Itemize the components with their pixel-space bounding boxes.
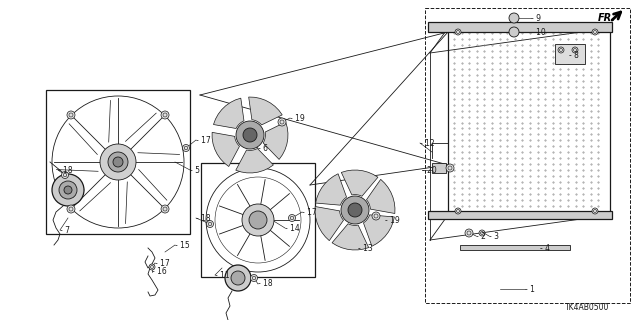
Bar	[451, 31, 607, 212]
Circle shape	[100, 144, 136, 180]
Polygon shape	[332, 224, 369, 250]
Text: - 12: - 12	[420, 139, 435, 148]
Circle shape	[509, 27, 519, 37]
Text: FR.: FR.	[598, 13, 616, 23]
Circle shape	[572, 47, 578, 53]
Circle shape	[108, 152, 128, 172]
Circle shape	[341, 196, 369, 224]
Circle shape	[113, 157, 123, 167]
Text: - 4: - 4	[540, 244, 550, 252]
Circle shape	[509, 13, 519, 23]
Text: - 14: - 14	[285, 223, 300, 233]
Bar	[428, 211, 612, 219]
Bar	[428, 22, 612, 32]
Text: - 17: - 17	[155, 259, 170, 268]
Text: - 6: - 6	[258, 143, 268, 153]
Polygon shape	[249, 97, 282, 125]
Circle shape	[52, 174, 84, 206]
Text: - 9: - 9	[531, 13, 541, 22]
Circle shape	[455, 29, 461, 35]
Text: - 18: - 18	[58, 165, 72, 174]
Circle shape	[236, 121, 264, 149]
Circle shape	[225, 265, 251, 291]
Text: - 7: - 7	[60, 226, 70, 235]
Text: - 17: - 17	[302, 207, 317, 217]
Polygon shape	[212, 132, 239, 166]
Bar	[432, 163, 446, 173]
Circle shape	[558, 47, 564, 53]
Bar	[46, 90, 190, 234]
Circle shape	[278, 118, 286, 126]
Text: - 13: - 13	[358, 244, 372, 252]
Circle shape	[465, 229, 473, 237]
Text: - 11: - 11	[215, 270, 230, 279]
Circle shape	[182, 145, 189, 151]
Text: - 2: - 2	[476, 231, 486, 241]
Circle shape	[592, 29, 598, 35]
Text: - 19: - 19	[385, 215, 400, 225]
Circle shape	[348, 203, 362, 217]
Circle shape	[161, 111, 169, 119]
Bar	[425, 8, 630, 303]
Text: - 1: - 1	[525, 284, 535, 293]
Circle shape	[249, 211, 267, 229]
Text: - 20: - 20	[422, 165, 436, 174]
Circle shape	[64, 186, 72, 194]
Text: - 18: - 18	[196, 213, 211, 222]
Text: TK4AB0500: TK4AB0500	[565, 303, 609, 312]
Text: - 3: - 3	[489, 231, 499, 241]
Circle shape	[243, 128, 257, 142]
Circle shape	[250, 275, 257, 282]
Circle shape	[67, 111, 75, 119]
Circle shape	[372, 212, 380, 220]
Polygon shape	[364, 215, 394, 246]
Text: - 5: - 5	[190, 165, 200, 174]
Polygon shape	[315, 206, 344, 241]
Circle shape	[592, 208, 598, 214]
Text: - 15: - 15	[175, 241, 189, 250]
Polygon shape	[236, 148, 273, 173]
Circle shape	[149, 264, 155, 270]
Bar	[460, 245, 570, 250]
Circle shape	[207, 220, 214, 228]
Polygon shape	[214, 98, 244, 129]
Polygon shape	[341, 170, 378, 196]
Bar	[201, 163, 315, 277]
Polygon shape	[263, 122, 288, 159]
Circle shape	[479, 230, 485, 236]
Circle shape	[67, 205, 75, 213]
Text: - 16: - 16	[152, 268, 167, 276]
Circle shape	[455, 208, 461, 214]
Text: - 18: - 18	[258, 279, 273, 289]
Text: - 19: - 19	[290, 114, 305, 123]
Polygon shape	[367, 179, 395, 213]
Circle shape	[446, 164, 454, 172]
Polygon shape	[316, 174, 346, 205]
Circle shape	[242, 204, 274, 236]
Circle shape	[59, 181, 77, 199]
Circle shape	[289, 214, 296, 221]
Circle shape	[61, 172, 68, 179]
Text: - 8: - 8	[569, 51, 579, 60]
Text: - 10: - 10	[531, 28, 546, 36]
Text: - 17: - 17	[196, 135, 211, 145]
Circle shape	[231, 271, 245, 285]
Bar	[555, 44, 585, 64]
Circle shape	[161, 205, 169, 213]
